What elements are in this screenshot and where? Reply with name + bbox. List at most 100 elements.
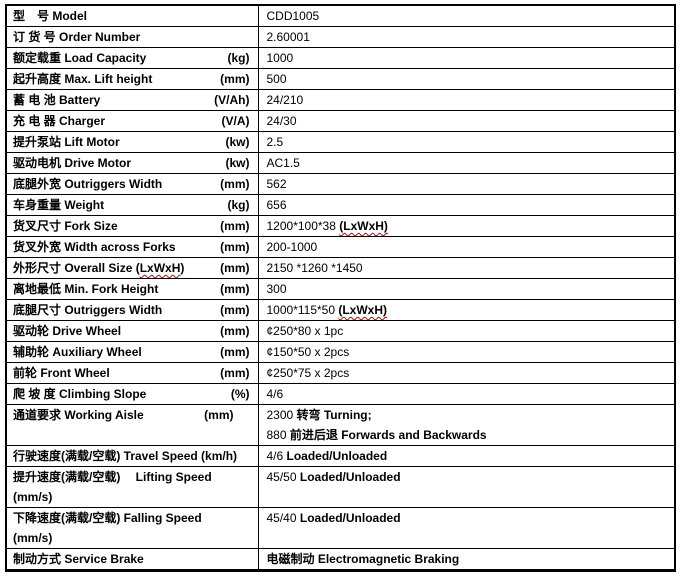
value-text: 24/210	[259, 91, 674, 110]
parameter-cell: 通道要求 Working Aisle (mm)	[5, 404, 259, 446]
table-row: 驱动轮 Drive Wheel (mm) ¢250*80 x 1pc	[5, 320, 676, 342]
table-row: 底腿外宽 Outriggers Width (mm) 562	[5, 173, 676, 195]
parameter-text: 车身重量 Weight	[13, 196, 105, 215]
value-text: ¢250*80 x 1pc	[259, 322, 674, 341]
value-cell: 2.5	[257, 131, 676, 153]
parameter-cell: 底腿尺寸 Outriggers Width (mm)	[5, 299, 259, 321]
value-text: CDD1005	[259, 6, 674, 26]
text-segment: 货叉外宽 Width across Forks	[13, 240, 176, 254]
text-segment: 外形尺寸 Overall Size (	[13, 261, 140, 275]
parameter-text: 型 号 Model	[13, 6, 87, 26]
value-text: 2.5	[259, 133, 674, 152]
text-segment: 底腿尺寸 Outriggers Width	[13, 303, 163, 317]
text-segment: 200-1000	[266, 240, 318, 254]
text-segment: 2.60001	[266, 30, 310, 44]
value-cell: 45/40 Loaded/Unloaded	[257, 507, 676, 549]
table-row: 提升速度(满载/空载) Lifting Speed (mm/s) 45/50 Loa…	[5, 466, 676, 508]
parameter-text: 底腿外宽 Outriggers Width	[13, 175, 163, 194]
parameter-cell: 货叉尺寸 Fork Size (mm)	[5, 215, 259, 237]
parameter-cell: 驱动轮 Drive Wheel (mm)	[5, 320, 259, 342]
text-segment: 底腿外宽 Outriggers Width	[13, 177, 163, 191]
text-segment: 辅助轮 Auxiliary Wheel	[13, 345, 142, 359]
parameter-label: (mm/s)	[7, 487, 257, 507]
parameter-label: 外形尺寸 Overall Size (LxWxH) (mm)	[7, 259, 257, 278]
unit-label: (mm)	[220, 177, 250, 191]
parameter-text: 起升高度 Max. Lift height	[13, 70, 152, 89]
unit-label: (kw)	[225, 156, 250, 170]
parameter-cell: 外形尺寸 Overall Size (LxWxH) (mm)	[5, 257, 259, 279]
parameter-text: 驱动轮 Drive Wheel	[13, 322, 121, 341]
text-segment: 行驶速度(满载/空载) Travel Speed (km/h)	[13, 449, 238, 463]
unit-label: (V/A)	[221, 114, 250, 128]
text-segment: 下降速度(满载/空载) Falling Speed	[13, 511, 202, 525]
value-cell: 656	[257, 194, 676, 216]
text-segment: 880	[266, 428, 290, 442]
parameter-label: 蓄 电 池 Battery (V/Ah)	[7, 91, 257, 110]
text-segment: 型 号 Model	[13, 9, 87, 23]
parameter-label: 通道要求 Working Aisle (mm)	[7, 406, 257, 426]
specification-table: 型 号 Model CDD1005 订 货 号 Order Number 2.6000…	[5, 4, 676, 572]
value-text: AC1.5	[259, 154, 674, 173]
value-cell: ¢250*75 x 2pcs	[257, 362, 676, 384]
table-row: 离地最低 Min. Fork Height (mm) 300	[5, 278, 676, 300]
unit-label: (mm)	[220, 72, 250, 86]
unit-label: (mm)	[220, 345, 250, 359]
parameter-cell: 爬 坡 度 Climbing Slope (%)	[5, 383, 259, 405]
parameter-text: 货叉尺寸 Fork Size	[13, 217, 118, 236]
value-cell: 1000*115*50 (LxWxH)	[257, 299, 676, 321]
table-row: 订 货 号 Order Number 2.60001	[5, 26, 676, 48]
unit-label: (mm)	[220, 366, 250, 380]
value-text: 656	[259, 196, 674, 215]
parameter-text: 底腿尺寸 Outriggers Width	[13, 301, 163, 320]
text-segment: 4/6	[266, 387, 284, 401]
value-cell: 1200*100*38 (LxWxH)	[257, 215, 676, 237]
table-row: 前轮 Front Wheel (mm) ¢250*75 x 2pcs	[5, 362, 676, 384]
value-cell: 24/30	[257, 110, 676, 132]
table-row: 货叉尺寸 Fork Size (mm) 1200*100*38 (LxWxH)	[5, 215, 676, 237]
text-segment: 2.5	[266, 135, 284, 149]
text-segment: 车身重量 Weight	[13, 198, 105, 212]
value-text: 24/30	[259, 112, 674, 131]
value-cell: ¢150*50 x 2pcs	[257, 341, 676, 363]
text-segment: 2300	[266, 408, 297, 422]
text-segment: 24/210	[266, 93, 304, 107]
text-segment: 提升速度(满载/空载) Lifting Speed	[13, 470, 212, 484]
text-segment: 1000	[266, 51, 294, 65]
unit-label: (mm)	[220, 240, 250, 254]
text-segment: ¢250*80 x 1pc	[266, 324, 344, 338]
text-segment: 离地最低 Min. Fork Height	[13, 282, 159, 296]
text-segment: LxWxH	[139, 261, 181, 275]
text-segment: 45/50	[266, 470, 300, 484]
parameter-label: 额定载重 Load Capacity (kg)	[7, 49, 257, 68]
parameter-text: 行驶速度(满载/空载) Travel Speed (km/h)	[13, 447, 238, 466]
text-segment: (mm/s)	[13, 490, 53, 504]
value-text: 500	[259, 70, 674, 89]
parameter-text: 下降速度(满载/空载) Falling Speed	[13, 509, 202, 529]
value-cell: 24/210	[257, 89, 676, 111]
text-segment: 驱动电机 Drive Motor	[13, 156, 132, 170]
parameter-label: 货叉尺寸 Fork Size (mm)	[7, 217, 257, 236]
value-text: 880 前进后退 Forwards and Backwards	[259, 425, 674, 445]
parameter-cell: 货叉外宽 Width across Forks (mm)	[5, 236, 259, 258]
unit-label: (%)	[230, 387, 250, 401]
value-text: ¢250*75 x 2pcs	[259, 364, 674, 383]
parameter-text: 额定载重 Load Capacity	[13, 49, 146, 68]
parameter-text: 爬 坡 度 Climbing Slope	[13, 385, 146, 404]
text-segment: 提升泵站 Lift Motor	[13, 135, 120, 149]
parameter-label: 离地最低 Min. Fork Height (mm)	[7, 280, 257, 299]
table-row: 车身重量 Weight (kg) 656	[5, 194, 676, 216]
value-cell: 562	[257, 173, 676, 195]
value-cell: 200-1000	[257, 236, 676, 258]
value-text: 2.60001	[259, 28, 674, 47]
parameter-label: 型 号 Model	[7, 6, 257, 26]
text-segment: 转弯 Turning;	[296, 408, 372, 422]
table-row: 提升泵站 Lift Motor (kw) 2.5	[5, 131, 676, 153]
table-row: 下降速度(满载/空载) Falling Speed (mm/s) 45/40 Loa…	[5, 507, 676, 549]
text-segment: 500	[266, 72, 287, 86]
table-row: 起升高度 Max. Lift height (mm) 500	[5, 68, 676, 90]
text-segment: 4/6	[266, 449, 287, 463]
value-cell: 2150 *1260 *1450	[257, 257, 676, 279]
value-text: 1200*100*38 (LxWxH)	[259, 217, 674, 236]
value-cell: CDD1005	[257, 4, 676, 27]
value-cell: 2.60001	[257, 26, 676, 48]
